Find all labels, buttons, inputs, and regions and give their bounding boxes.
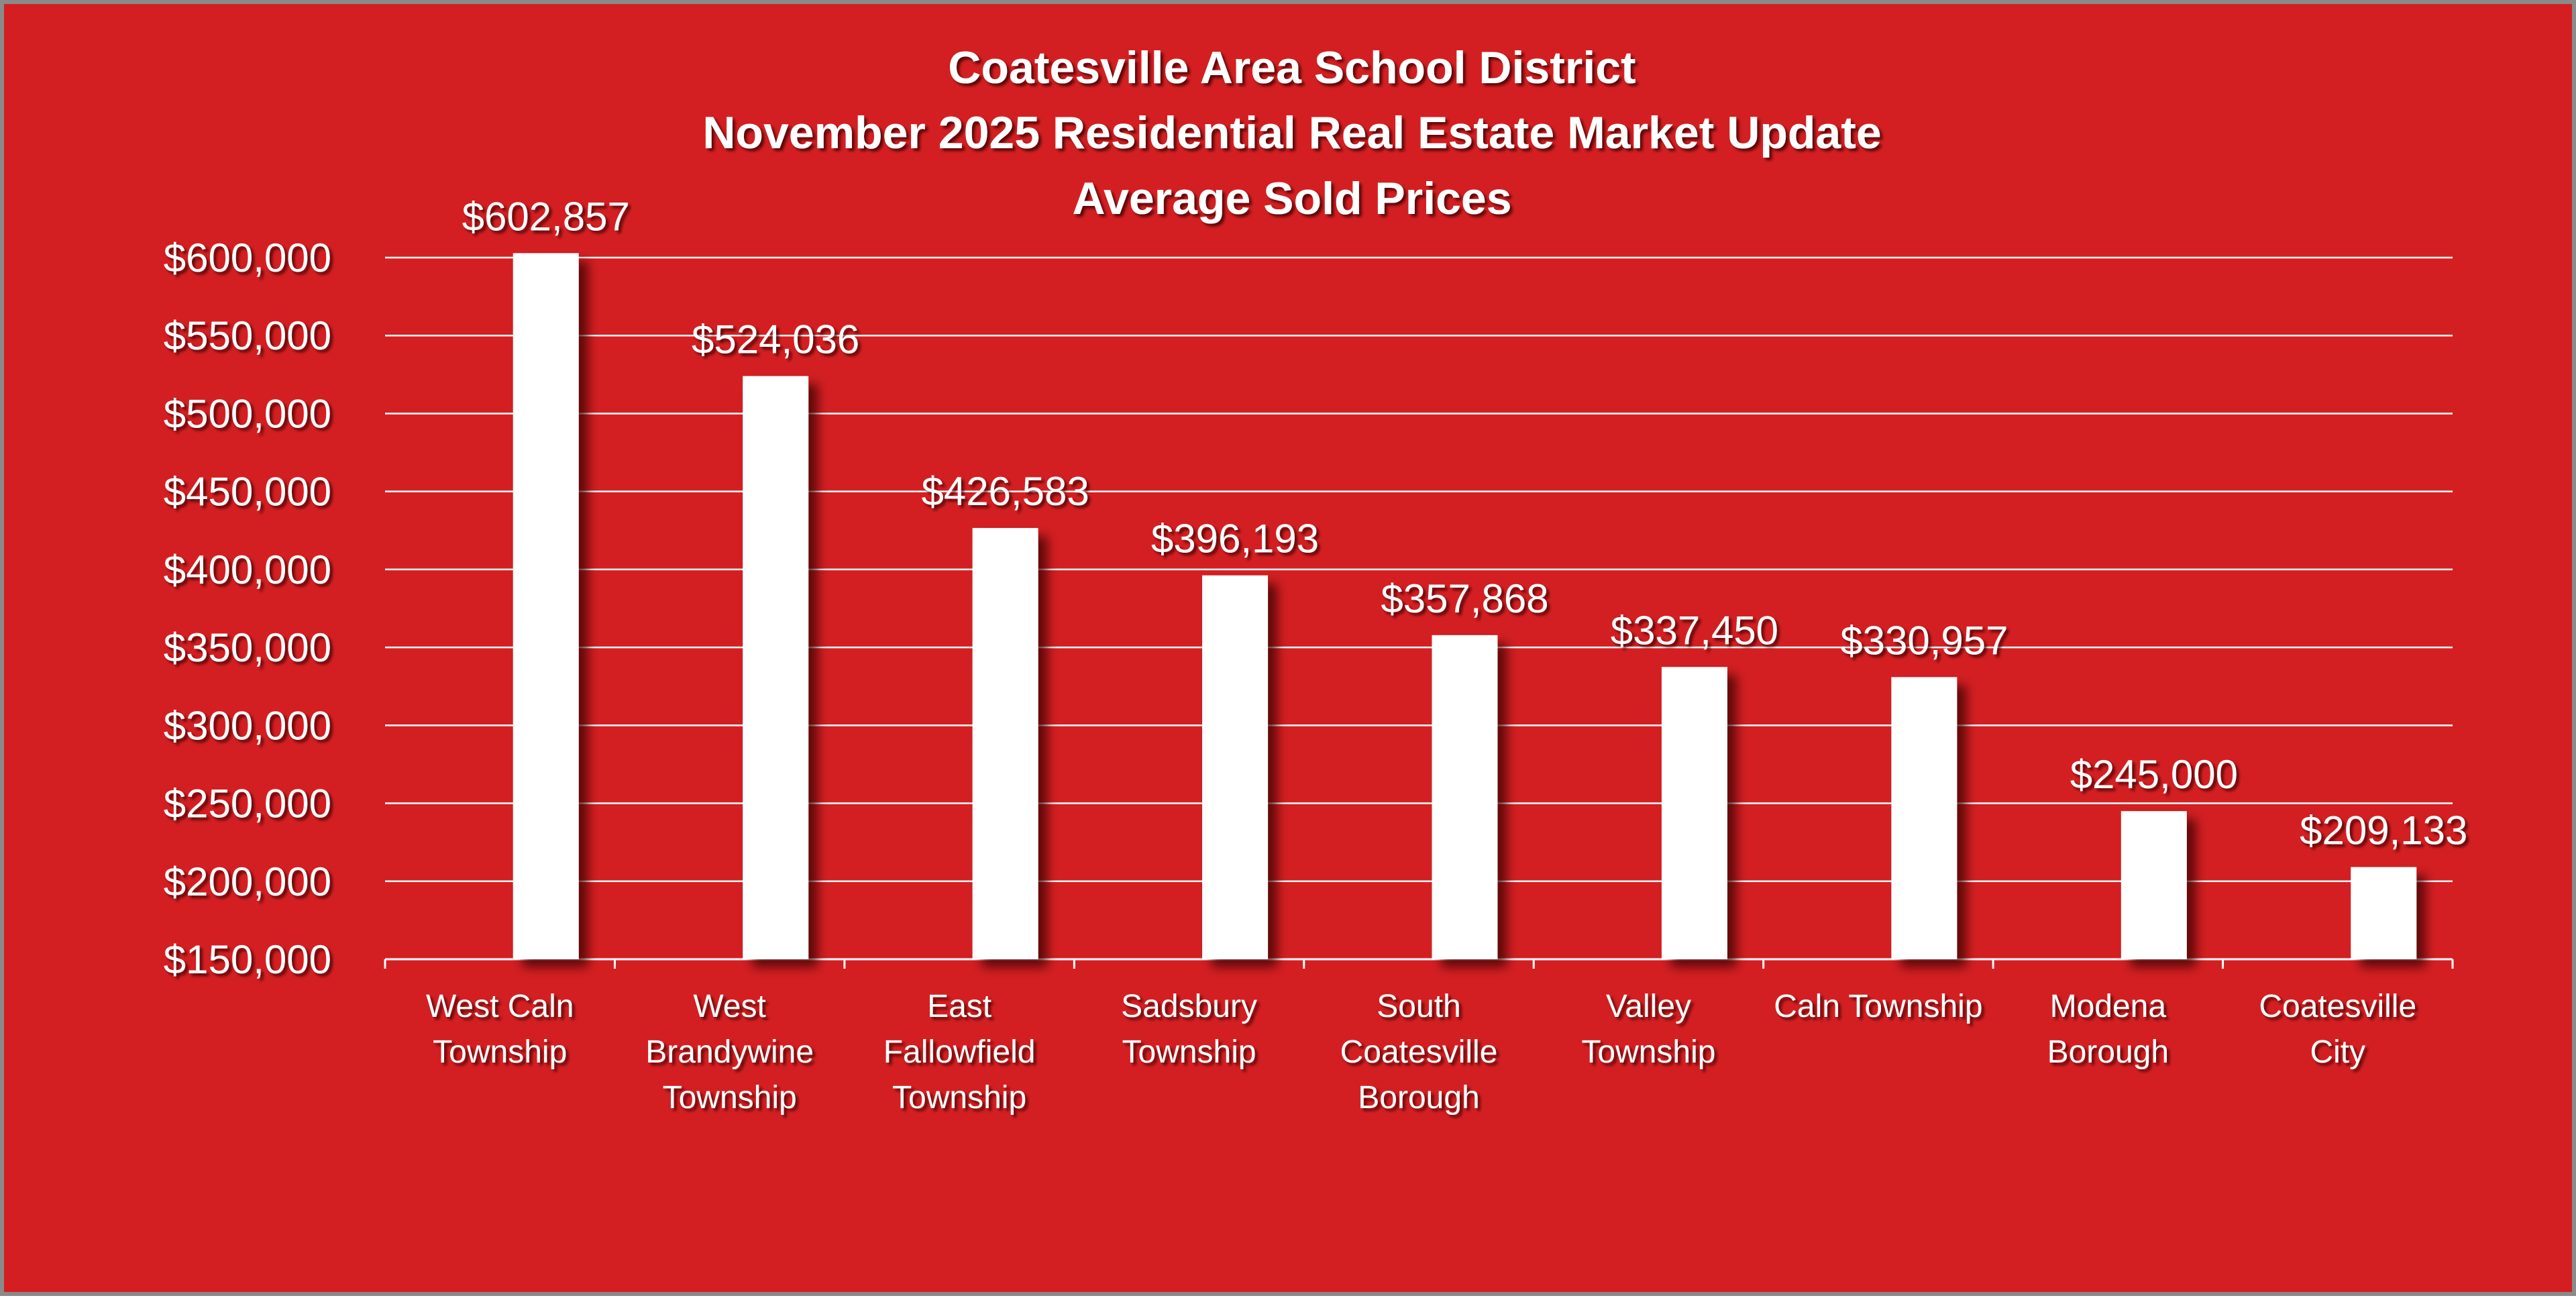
bar-0 — [513, 253, 579, 959]
bars — [513, 253, 2417, 959]
y-tick-label: $450,000 — [164, 470, 331, 514]
bar-3 — [1202, 575, 1269, 959]
data-label-8: $209,133 — [2300, 808, 2467, 853]
x-category-label-8-line-0: Coatesville — [2259, 989, 2416, 1024]
x-axis-category-labels: West Caln Township West Brandywine Township E… — [426, 989, 2416, 1116]
x-axis — [384, 958, 2454, 969]
data-label-0: $602,857 — [462, 194, 630, 239]
x-category-label-1-line-2: Township — [663, 1080, 797, 1116]
x-category-label-0-line-0: West Caln — [426, 989, 574, 1024]
chart-title: Coatesville Area School District November… — [702, 42, 1881, 224]
gridlines — [385, 256, 2453, 883]
x-category-label-7-line-1: Borough — [2047, 1034, 2169, 1070]
x-category-label-2-line-0: East — [927, 989, 991, 1024]
x-category-label-5-line-1: Township — [1581, 1034, 1715, 1070]
y-tick-label: $400,000 — [164, 547, 331, 592]
chart-title-line-2: November 2025 Residential Real Estate Ma… — [702, 107, 1881, 158]
x-category-label-3-line-0: Sadsbury — [1121, 989, 1257, 1024]
x-category-label-6-line-0: Caln Township — [1774, 989, 1982, 1024]
y-axis-tick-labels: $150,000 $200,000 $250,000 $300,000 $350,000… — [164, 235, 331, 982]
x-category-label-3-line-1: Township — [1122, 1034, 1256, 1070]
y-tick-label: $250,000 — [164, 781, 331, 826]
y-tick-label: $200,000 — [164, 859, 331, 904]
bar-2 — [972, 528, 1038, 959]
x-category-label-4-line-0: South — [1377, 989, 1460, 1024]
chart-title-line-1: Coatesville Area School District — [948, 42, 1635, 93]
data-label-5: $337,450 — [1611, 608, 1778, 653]
data-label-2: $426,583 — [921, 469, 1089, 514]
y-tick-label: $300,000 — [164, 703, 331, 748]
x-category-label-1-line-0: West — [693, 989, 765, 1024]
data-label-6: $330,957 — [1840, 618, 2008, 663]
bar-8 — [2351, 867, 2417, 959]
data-label-1: $524,036 — [692, 317, 859, 362]
bar-5 — [1661, 667, 1727, 959]
x-category-label-4-line-1: Coatesville — [1340, 1034, 1498, 1070]
x-category-label-2-line-1: Fallowfield — [883, 1034, 1036, 1070]
x-category-label-7-line-0: Modena — [2050, 989, 2167, 1024]
x-category-label-0-line-1: Township — [433, 1034, 567, 1070]
bar-6 — [1891, 677, 1957, 959]
y-tick-label: $500,000 — [164, 391, 331, 436]
x-category-label-2-line-2: Township — [892, 1080, 1026, 1116]
y-tick-label: $550,000 — [164, 313, 331, 358]
data-label-7: $245,000 — [2070, 752, 2238, 797]
chart-title-line-3: Average Sold Prices — [1072, 173, 1511, 224]
x-category-label-1-line-1: Brandywine — [645, 1034, 814, 1070]
bar-1 — [743, 376, 809, 959]
data-labels: $602,857 $524,036 $426,583 $396,193 $357,868… — [462, 194, 2468, 853]
x-category-label-4-line-2: Borough — [1358, 1080, 1479, 1116]
y-tick-label: $600,000 — [164, 235, 331, 280]
bar-7 — [2121, 811, 2187, 959]
data-label-3: $396,193 — [1151, 517, 1319, 561]
x-category-label-5-line-0: Valley — [1606, 989, 1691, 1024]
bar-4 — [1432, 635, 1498, 959]
x-category-label-8-line-1: City — [2310, 1034, 2365, 1070]
data-label-4: $357,868 — [1381, 576, 1548, 621]
y-tick-label: $150,000 — [164, 937, 331, 982]
y-tick-label: $350,000 — [164, 625, 331, 670]
bar-chart: Coatesville Area School District November… — [164, 42, 2468, 1116]
